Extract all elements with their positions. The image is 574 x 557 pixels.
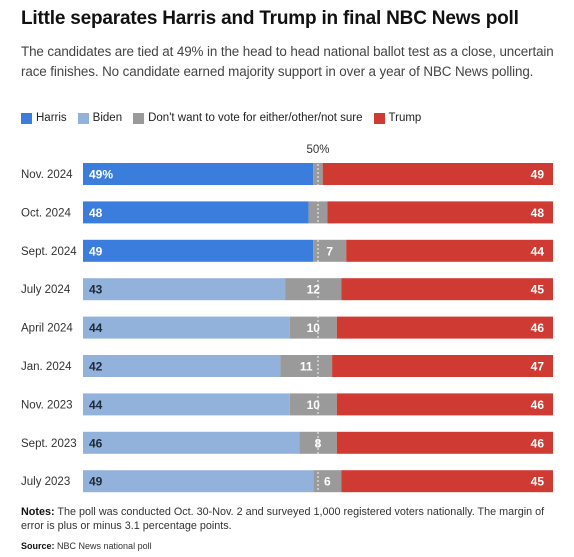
value-dem-sept-2023: 46 bbox=[89, 436, 103, 450]
bar-other-sept-2024 bbox=[313, 239, 347, 262]
bar-dem-nov-2023 bbox=[83, 393, 290, 416]
row-label-oct-2024: Oct. 2024 bbox=[21, 207, 71, 219]
value-other-nov-2023: 10 bbox=[307, 398, 321, 412]
row-label-april-2024: April 2024 bbox=[21, 323, 73, 335]
legend: Harris Biden Don't want to vote for eith… bbox=[21, 110, 432, 126]
bar-trump-nov-2023 bbox=[336, 393, 553, 416]
chart-subtitle: The candidates are tied at 49% in the he… bbox=[21, 44, 554, 79]
source-text: NBC News national poll bbox=[57, 541, 152, 551]
row-label-nov-2023: Nov. 2023 bbox=[21, 399, 73, 411]
bar-trump-april-2024 bbox=[336, 316, 553, 339]
legend-label-trump: Trump bbox=[388, 112, 422, 124]
value-dem-oct-2024: 48 bbox=[89, 206, 103, 220]
legend-swatch-biden bbox=[77, 112, 89, 124]
value-trump-jan-2024: 47 bbox=[531, 360, 545, 374]
value-other-july-2024: 12 bbox=[307, 283, 321, 297]
value-dem-sept-2024: 49 bbox=[89, 244, 103, 258]
row-label-sept-2024: Sept. 2024 bbox=[21, 246, 77, 258]
value-trump-sept-2024: 44 bbox=[531, 244, 545, 258]
bar-other-july-2023 bbox=[313, 470, 342, 493]
bar-other-nov-2023 bbox=[289, 393, 337, 416]
source-label: Source: bbox=[21, 541, 55, 551]
bar-trump-jan-2024 bbox=[332, 355, 553, 377]
bar-dem-april-2024 bbox=[83, 316, 290, 339]
row-label-nov-2024: Nov. 2024 bbox=[21, 169, 73, 181]
row-label-sept-2023: Sept. 2023 bbox=[21, 438, 77, 450]
bar-dem-july-2024 bbox=[83, 278, 286, 301]
bar-dem-sept-2024 bbox=[83, 239, 314, 262]
bar-trump-oct-2024 bbox=[327, 201, 553, 224]
value-trump-july-2023: 45 bbox=[531, 475, 545, 489]
bar-dem-july-2023 bbox=[83, 470, 314, 493]
legend-label-harris: Harris bbox=[36, 112, 67, 124]
value-trump-oct-2024: 48 bbox=[531, 206, 545, 220]
chart-title: Little separates Harris and Trump in fin… bbox=[21, 8, 519, 29]
row-label-july-2023: July 2023 bbox=[21, 476, 70, 488]
value-trump-april-2024: 46 bbox=[531, 321, 545, 335]
bar-other-april-2024 bbox=[289, 316, 337, 339]
bar-other-sept-2023 bbox=[299, 431, 337, 454]
bar-other-jan-2024 bbox=[280, 355, 333, 377]
value-trump-sept-2023: 46 bbox=[531, 436, 545, 450]
chart-source: Source: NBC News national poll bbox=[21, 541, 152, 551]
legend-label-other: Don't want to vote for either/other/not … bbox=[148, 112, 363, 124]
value-dem-april-2024: 44 bbox=[89, 321, 103, 335]
legend-swatch-other bbox=[133, 112, 145, 124]
value-other-sept-2024: 7 bbox=[326, 244, 333, 258]
value-trump-july-2024: 45 bbox=[531, 283, 545, 297]
value-other-april-2024: 10 bbox=[307, 321, 321, 335]
bar-other-july-2024 bbox=[285, 278, 342, 301]
legend-item-harris: Harris bbox=[21, 112, 67, 124]
value-dem-july-2024: 43 bbox=[89, 283, 103, 297]
legend-label-biden: Biden bbox=[92, 112, 123, 124]
notes-label: Notes: bbox=[21, 506, 55, 518]
value-dem-july-2023: 49 bbox=[89, 475, 103, 489]
stacked-bar-chart: Nov. 2024 49% 49 Oct. 2024 48 48 Sept. 2024 49 7… bbox=[21, 144, 553, 495]
value-trump-nov-2023: 46 bbox=[531, 398, 545, 412]
notes-text: The poll was conducted Oct. 30-Nov. 2 an… bbox=[21, 506, 545, 532]
bar-trump-sept-2024 bbox=[346, 239, 553, 262]
chart-notes: Notes: The poll was conducted Oct. 30-No… bbox=[21, 505, 561, 533]
bar-trump-july-2024 bbox=[341, 278, 553, 301]
legend-item-other: Don't want to vote for either/other/not … bbox=[133, 112, 363, 124]
bar-trump-sept-2023 bbox=[336, 431, 553, 454]
legend-swatch-harris bbox=[21, 112, 32, 124]
value-dem-nov-2023: 44 bbox=[89, 398, 103, 412]
bar-trump-nov-2024 bbox=[322, 163, 553, 185]
bar-dem-oct-2024 bbox=[83, 201, 309, 224]
value-trump-nov-2024: 49 bbox=[531, 168, 545, 182]
row-label-jan-2024: Jan. 2024 bbox=[21, 361, 72, 373]
value-other-jan-2024: 11 bbox=[300, 360, 313, 374]
legend-item-trump: Trump bbox=[373, 112, 422, 124]
value-other-july-2023: 6 bbox=[324, 475, 331, 489]
bar-dem-jan-2024 bbox=[83, 355, 281, 377]
legend-item-biden: Biden bbox=[77, 112, 123, 124]
value-other-sept-2023: 8 bbox=[315, 436, 322, 450]
bar-dem-nov-2024 bbox=[83, 163, 314, 185]
midline-label: 50% bbox=[306, 144, 329, 156]
legend-swatch-trump bbox=[373, 112, 385, 124]
bar-trump-july-2023 bbox=[341, 470, 553, 493]
value-dem-jan-2024: 42 bbox=[89, 360, 103, 374]
value-dem-nov-2024: 49% bbox=[89, 168, 113, 182]
bar-dem-sept-2023 bbox=[83, 431, 300, 454]
row-label-july-2024: July 2024 bbox=[21, 284, 71, 296]
